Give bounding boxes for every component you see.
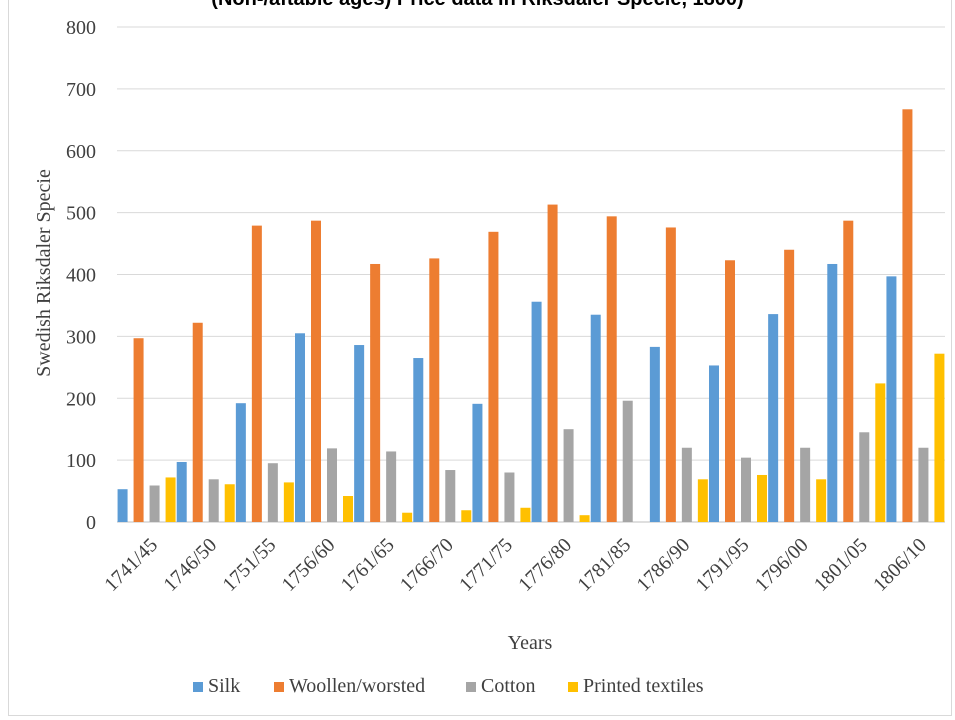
x-tick-label: 1776/80 (514, 534, 576, 596)
bar-cotton-1766-70 (445, 470, 456, 522)
bar-woollen-worsted-1771-75 (488, 231, 499, 522)
legend-label: Woollen/worsted (289, 675, 425, 697)
x-tick-label: 1761/65 (337, 534, 399, 596)
bar-printed-textiles-1751-55 (283, 482, 294, 522)
x-tick-labels: 1741/451746/501751/551756/601761/651766/… (100, 534, 931, 596)
x-tick-label: 1771/75 (455, 534, 517, 596)
x-tick-label: 1791/95 (692, 534, 754, 596)
bar-printed-textiles-1761-65 (402, 512, 413, 522)
bar-woollen-worsted-1751-55 (251, 225, 262, 522)
bar-cotton-1791-95 (741, 457, 751, 522)
bar-printed-textiles-1746-50 (224, 484, 235, 522)
bar-printed-textiles-1766-70 (461, 510, 472, 522)
legend-swatch-cotton (466, 682, 476, 692)
bar-cotton-1751-55 (267, 463, 278, 522)
x-tick-label: 1786/90 (632, 534, 694, 596)
bar-woollen-worsted-1766-70 (429, 258, 440, 522)
bar-silk-1801-05 (827, 263, 838, 522)
bar-silk-1756-60 (295, 333, 305, 522)
bar-woollen-worsted-1761-65 (370, 263, 381, 522)
bar-cotton-1771-75 (504, 472, 515, 522)
bar-printed-textiles-1741-45 (165, 477, 176, 522)
x-tick-label: 1801/05 (810, 534, 872, 596)
y-tick-label: 300 (66, 326, 96, 348)
bar-printed-textiles-1791-95 (757, 474, 767, 522)
bar-cotton-1781-85 (622, 400, 633, 522)
bar-silk-1746-50 (176, 461, 187, 522)
legend-label: Printed textiles (583, 675, 704, 697)
x-tick-label: 1756/60 (278, 534, 340, 596)
y-tick-label: 800 (66, 17, 96, 39)
bar-silk-1761-65 (354, 345, 365, 522)
bar-woollen-worsted-1801-05 (843, 220, 854, 522)
legend-swatch-printed-textiles (568, 682, 578, 692)
bar-cotton-1786-90 (681, 447, 692, 522)
bar-printed-textiles-1796-00 (816, 479, 827, 522)
y-tick-label: 600 (66, 141, 96, 163)
y-tick-label: 100 (66, 450, 96, 472)
bar-silk-1741-45 (117, 489, 128, 522)
bar-printed-textiles-1801-05 (875, 383, 886, 522)
bar-woollen-worsted-1756-60 (311, 220, 321, 522)
bar-silk-1766-70 (413, 358, 424, 522)
bar-printed-textiles-1771-75 (520, 507, 531, 522)
bar-printed-textiles-1786-90 (697, 479, 708, 522)
bar-printed-textiles-1776-80 (579, 515, 590, 522)
bar-cotton-1776-80 (563, 429, 574, 522)
bar-woollen-worsted-1791-95 (725, 260, 735, 522)
bar-silk-1781-85 (590, 314, 601, 522)
bar-woollen-worsted-1741-45 (133, 338, 144, 522)
legend-label: Silk (208, 675, 240, 697)
bar-cotton-1746-50 (208, 479, 219, 522)
x-axis-label: Years (508, 632, 553, 654)
x-tick-label: 1781/85 (573, 534, 635, 596)
bar-silk-1751-55 (235, 403, 246, 522)
y-axis-label: Swedish Riksdaler Specie (33, 169, 55, 377)
bar-cotton-1741-45 (149, 485, 160, 522)
legend-swatch-woollen-worsted (274, 682, 284, 692)
x-tick-label: 1751/55 (218, 534, 280, 596)
chart-frame (8, 0, 952, 716)
x-tick-label: 1766/70 (396, 534, 458, 596)
bar-woollen-worsted-1746-50 (192, 322, 203, 522)
bar-silk-1776-80 (531, 301, 542, 522)
x-tick-label: 1741/45 (100, 534, 162, 596)
bar-woollen-worsted-1806-10 (902, 109, 913, 522)
y-tick-labels: 0 100 200 300 400 500 600 700 800 (66, 17, 96, 534)
bar-silk-1806-10 (886, 276, 897, 522)
bar-woollen-worsted-1796-00 (784, 249, 795, 522)
bar-woollen-worsted-1781-85 (606, 216, 617, 522)
legend-swatch-silk (193, 682, 203, 692)
bar-cotton-1756-60 (327, 448, 337, 522)
bars (117, 109, 945, 523)
y-tick-label: 400 (66, 265, 96, 287)
legend-label: Cotton (481, 675, 535, 697)
bar-cotton-1761-65 (386, 451, 397, 522)
bar-silk-1786-90 (649, 346, 660, 522)
bar-woollen-worsted-1786-90 (665, 227, 676, 522)
bar-silk-1791-95 (709, 365, 719, 522)
bar-cotton-1806-10 (918, 447, 929, 522)
bar-woollen-worsted-1776-80 (547, 204, 558, 523)
chart-title: (Non-/aftable ages) Price data in Riksda… (0, 0, 955, 11)
y-tick-label: 500 (66, 203, 96, 225)
legend: Silk Woollen/worsted Cotton Printed textile… (193, 675, 704, 697)
x-tick-label: 1746/50 (159, 534, 221, 596)
bar-cotton-1801-05 (859, 432, 870, 522)
bar-silk-1796-00 (768, 314, 779, 522)
bar-silk-1771-75 (472, 403, 483, 522)
x-tick-label: 1796/00 (751, 534, 813, 596)
y-tick-label: 0 (86, 512, 96, 534)
y-tick-label: 700 (66, 79, 96, 101)
bar-printed-textiles-1756-60 (343, 496, 353, 522)
y-tick-label: 200 (66, 388, 96, 410)
bar-printed-textiles-1806-10 (934, 353, 945, 522)
x-tick-label: 1806/10 (869, 534, 931, 596)
bar-cotton-1796-00 (800, 447, 811, 522)
